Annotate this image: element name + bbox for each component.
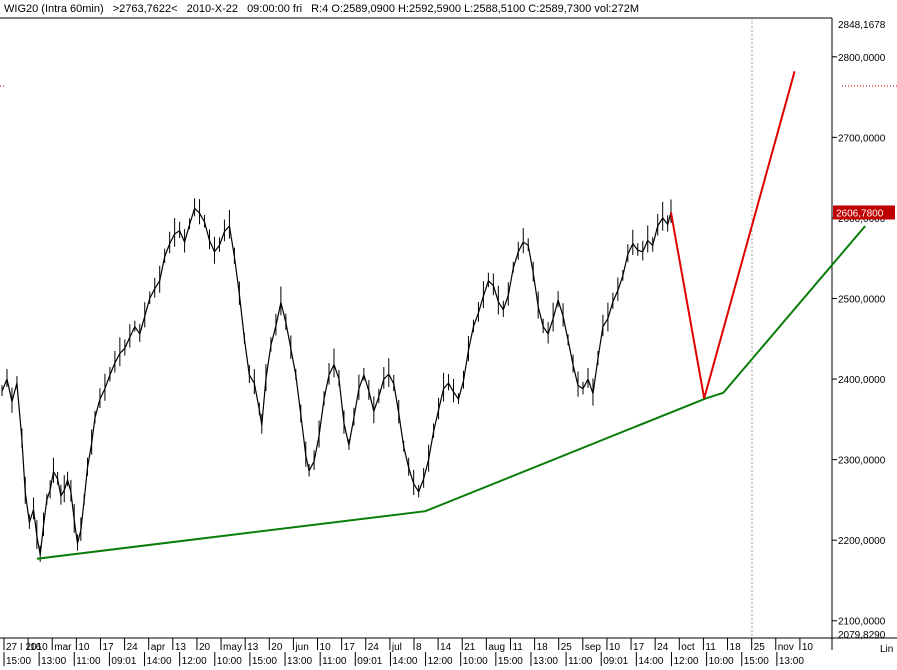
x-tick-label-bottom: 14:00 [392,656,417,667]
x-tick-label-top: 24 [127,642,139,653]
red-projection-line[interactable] [670,71,796,399]
x-tick-label-top: 8 [416,642,422,653]
x-tick-label-top: 20 [271,642,283,653]
y-tick-label: 2400,0000 [838,375,886,386]
y-bottom-label: 2079,8290 [838,630,886,641]
x-tick-label-bottom: 13:00 [533,656,558,667]
x-tick-label-top: sep [585,642,602,653]
y-tick-label: 2700,0000 [838,133,886,144]
x-tick-label-top: 25 [561,642,573,653]
x-tick-label-bottom: 11:00 [322,656,347,667]
x-tick-label-bottom: 15:00 [744,656,769,667]
y-tick-label: 2500,0000 [838,294,886,305]
x-tick-label-bottom: 15:00 [6,656,31,667]
y-axis: 2100,0000 2200,0000 2300,0000 2400,0000 2500… [832,20,893,655]
x-tick-label-top: 11 [705,642,716,653]
x-tick-label-top: 10 [78,642,90,653]
x-tick-label-bottom: 12:00 [673,656,698,667]
x-tick-label-top: 13 [175,642,187,653]
x-tick-label-top: 27 I 2010 [6,642,48,653]
x-tick-label-top: oct [681,642,695,653]
x-tick-label-bottom: 10:00 [217,656,242,667]
green-support-trendline[interactable] [36,225,866,560]
x-tick-label-bottom: 09:01 [111,656,136,667]
y-top-label: 2848,1678 [838,20,886,31]
y-tick-label: 2800,0000 [838,53,886,64]
x-tick-label-bottom: 15:00 [252,656,277,667]
last-value-label: 2606,7800 [836,208,884,219]
x-tick-label-top: may [223,642,242,653]
x-tick-label-bottom: 11:00 [76,656,101,667]
x-tick-label-top: apr [151,642,166,653]
y-tick-label: 2200,0000 [838,536,886,547]
x-tick-label-top: 13 [247,642,259,653]
x-tick-label-bottom: 15:00 [498,656,523,667]
x-tick-label-top: 24 [657,642,669,653]
x-tick-label-bottom: 11:00 [568,656,593,667]
x-tick-label-top: 18 [537,642,549,653]
x-tick-label-top: 17 [102,642,114,653]
x-tick-label-top: 25 [754,642,766,653]
x-tick-label-bottom: 10:00 [709,656,734,667]
x-tick-label-bottom: 14:00 [638,656,663,667]
x-tick-label-bottom: 13:00 [779,656,804,667]
cursor-date: 2010-X-22 [186,3,238,15]
symbol-label: WIG20 (Intra 60min) [4,3,104,15]
x-tick-label-bottom: 13:00 [41,656,66,667]
y-tick-label: 2300,0000 [838,456,886,467]
x-tick-label-bottom: 12:00 [428,656,453,667]
x-tick-label-bottom: 14:00 [147,656,172,667]
x-tick-label-top: 18 [730,642,742,653]
x-tick-label-bottom: 12:00 [182,656,207,667]
x-tick-label-top: 20 [199,642,211,653]
x-tick-label-top: jul [391,642,402,653]
cursor-time: 09:00:00 fri [247,3,303,15]
x-tick-label-top: 16 [30,642,42,653]
x-tick-label-top: 17 [633,642,645,653]
x-tick-label-top: 10 [320,642,332,653]
x-tick-label-top: jun [294,642,308,653]
x-tick-label-top: 24 [368,642,380,653]
x-tick-label-top: nov [778,642,794,653]
ohlc-readout: R:4 O:2589,0900 H:2592,5900 L:2588,5100 … [311,3,639,15]
trendlines[interactable] [36,71,866,560]
x-tick-label-top: 10 [802,642,814,653]
scale-mode-label: Lin [880,644,893,655]
x-tick-label-top: 14 [440,642,452,653]
x-tick-label-top: 21 [464,642,476,653]
price-series [1,198,672,562]
last-value-box [833,205,895,220]
x-tick-label-bottom: 09:01 [357,656,382,667]
x-tick-label-top: 17 [344,642,356,653]
x-tick-label-top: mar [54,642,72,653]
x-tick-label-top: aug [488,642,505,653]
plot-frame [0,17,897,650]
last-value-badge: 2606,7800 [833,205,895,220]
price-line [1,207,672,556]
y-tick-label: 2100,0000 [838,617,886,628]
chart-header: WIG20 (Intra 60min) >2763,7622< 2010-X-2… [0,0,897,18]
x-tick-label-top: 10 [609,642,621,653]
cursor-value: >2763,7622< [112,3,178,15]
x-tick-label-bottom: 10:00 [463,656,488,667]
x-tick-label-bottom: 13:00 [287,656,312,667]
x-tick-label-bottom: 09:01 [603,656,628,667]
x-tick-label-top: 11 [512,642,523,653]
